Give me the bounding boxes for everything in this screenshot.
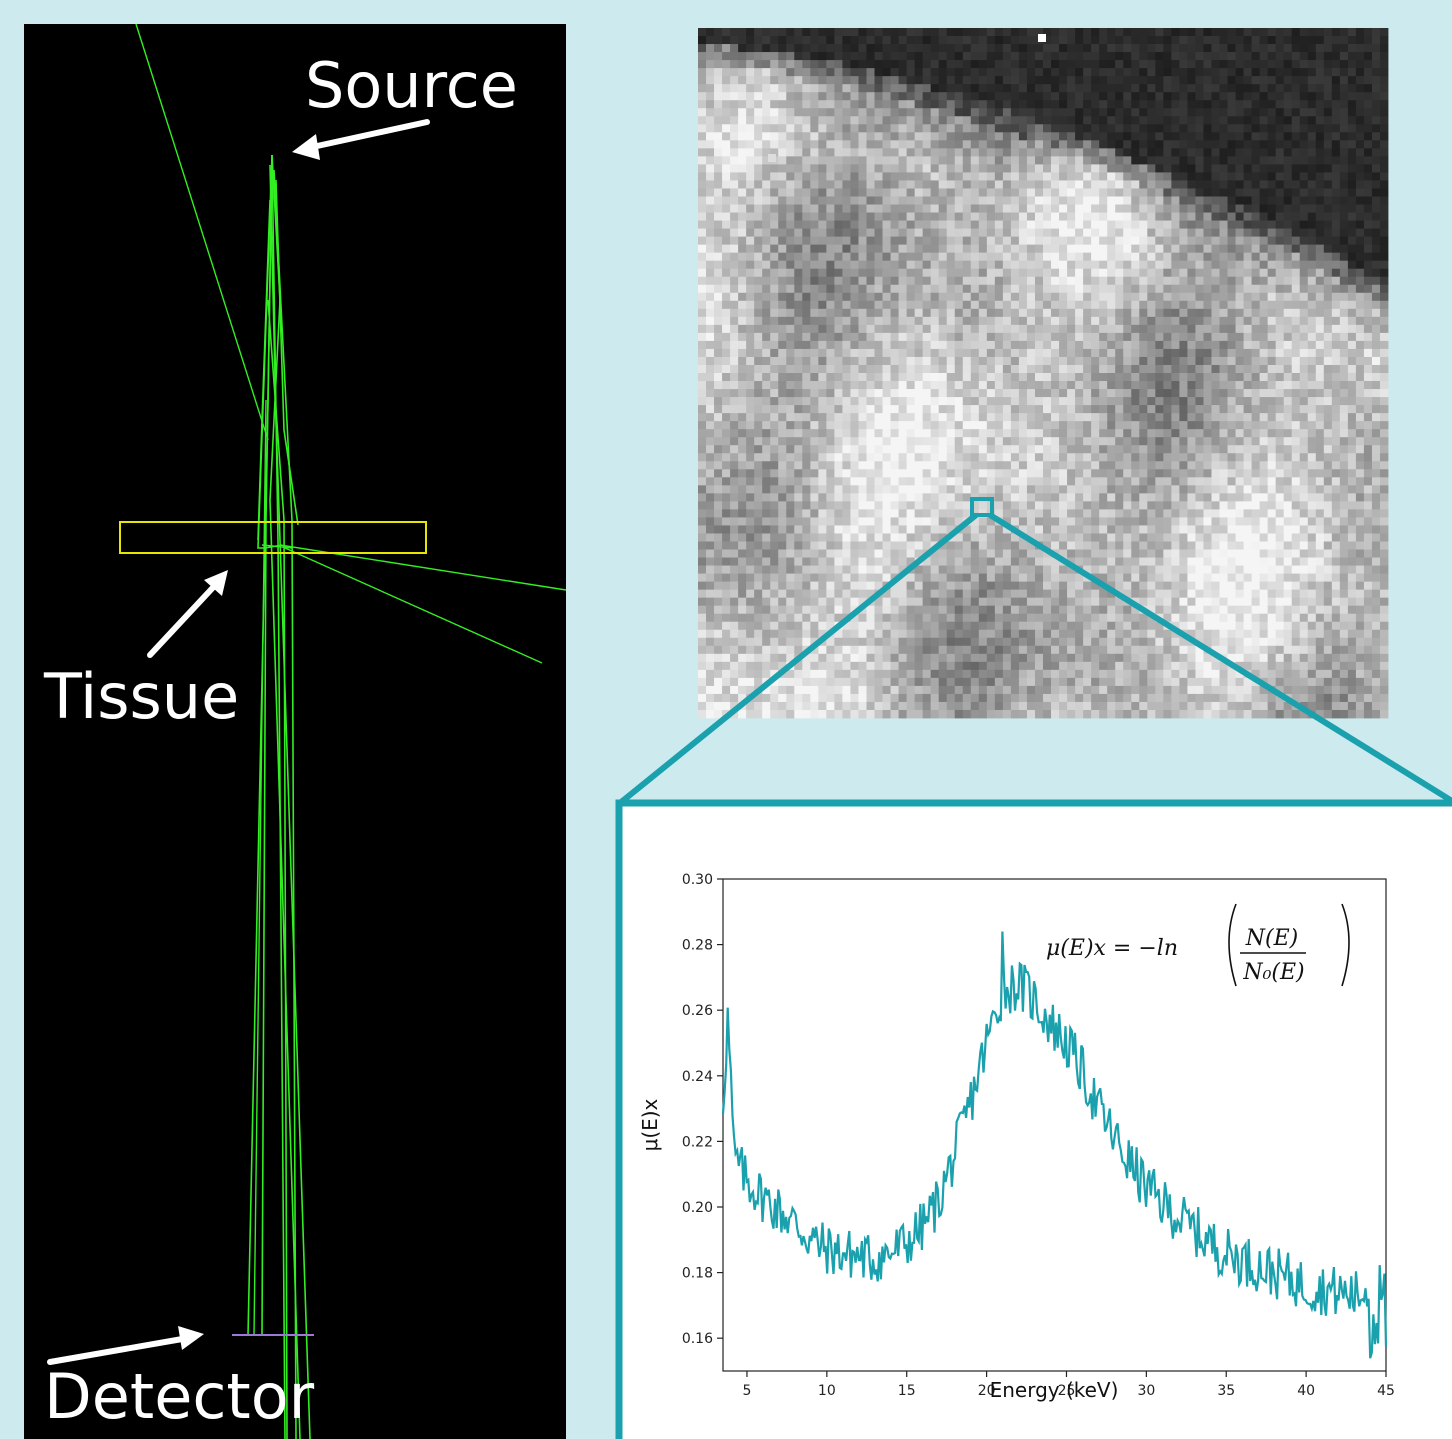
x-tick-label: 35 (1217, 1383, 1235, 1399)
particle-track (267, 299, 288, 1439)
simulation-panel: Source Tissue Detector (24, 23, 567, 1439)
y-tick-label: 0.24 (682, 1069, 713, 1085)
x-tick-label: 25 (1058, 1383, 1076, 1399)
x-axis-title: Energy (keV) (990, 1378, 1119, 1402)
particle-track (284, 547, 543, 664)
equation-denominator: N₀(E) (1242, 960, 1304, 985)
x-tick-label: 40 (1297, 1383, 1315, 1399)
x-axis: 5 10 15 20 25 30 35 40 45 (743, 1371, 1395, 1399)
y-tick-label: 0.22 (682, 1134, 713, 1150)
y-axis-title: μ(E)x (638, 1098, 662, 1151)
particle-track (271, 154, 286, 1439)
tissue-label: Tissue (43, 660, 239, 733)
pixel-selection-box (970, 497, 994, 517)
particle-track (261, 544, 293, 549)
x-tick-label: 15 (898, 1383, 916, 1399)
particle-track (135, 23, 269, 441)
plot-area (722, 878, 1387, 1372)
particle-track (253, 399, 267, 1336)
y-axis: 0.16 0.18 0.20 0.22 0.24 0.26 0.28 0.30 (682, 872, 723, 1347)
bright-pixel (1038, 34, 1046, 42)
y-tick-label: 0.16 (682, 1331, 713, 1347)
detector-label: Detector (44, 1360, 315, 1433)
y-tick-label: 0.26 (682, 1003, 713, 1019)
y-tick-label: 0.30 (682, 872, 713, 888)
left-paren (1228, 903, 1237, 987)
tissue-image (698, 28, 1389, 719)
x-tick-label: 45 (1377, 1383, 1395, 1399)
tissue-arrow (147, 570, 228, 658)
y-tick-label: 0.20 (682, 1200, 713, 1216)
attenuation-equation: μ(E)x = −ln N(E) N₀(E) (1046, 903, 1350, 987)
tissue-box (119, 521, 427, 554)
x-tick-label: 5 (743, 1383, 752, 1399)
spectrum-chart-panel: 0.16 0.18 0.20 0.22 0.24 0.26 0.28 0.30 5 10 15 20… (615, 799, 1452, 1439)
equation-lhs: μ(E)x = −ln (1046, 936, 1178, 961)
equation-numerator: N(E) (1245, 926, 1298, 951)
series-line (721, 931, 1388, 1359)
spectrum-frame (615, 799, 1452, 1439)
particle-tracks (135, 23, 567, 1439)
detector-arrow (47, 1326, 204, 1365)
x-tick-label: 30 (1137, 1383, 1155, 1399)
particle-track (247, 159, 273, 1336)
bright-pixel (768, 154, 776, 162)
y-tick-label: 0.18 (682, 1266, 713, 1282)
source-arrow (292, 119, 430, 160)
tissue-image-panel (698, 28, 1389, 719)
source-label: Source (305, 49, 518, 122)
x-tick-label: 20 (978, 1383, 996, 1399)
y-tick-label: 0.28 (682, 938, 713, 954)
right-paren (1341, 903, 1350, 987)
zoom-connector (618, 512, 1452, 806)
x-tick-label: 10 (818, 1383, 836, 1399)
